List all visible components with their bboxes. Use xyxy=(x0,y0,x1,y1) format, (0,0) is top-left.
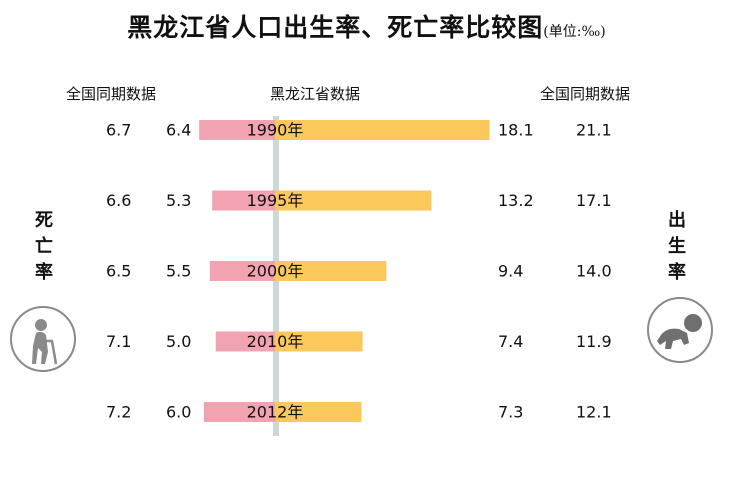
chart-unit: (单位:‰) xyxy=(543,24,606,40)
province-birth-value: 9.4 xyxy=(498,262,523,281)
national-death-header: 全国同期数据 xyxy=(66,85,157,103)
birth-rate-bar xyxy=(275,190,432,211)
province-death-value: 5.3 xyxy=(166,191,191,210)
year-label: 2012年 xyxy=(247,403,304,422)
national-birth-value: 17.1 xyxy=(576,191,612,210)
birth-rate-bar xyxy=(275,402,362,422)
birth-rate-label: 出生率 xyxy=(668,210,686,283)
year-label: 1990年 xyxy=(247,121,304,140)
national-death-value: 6.6 xyxy=(106,191,131,210)
chart-title: 黑龙江省人口出生率、死亡率比较图(单位:‰) xyxy=(0,8,733,44)
chart-title-text: 黑龙江省人口出生率、死亡率比较图 xyxy=(127,13,544,42)
national-birth-header: 全国同期数据 xyxy=(540,85,631,103)
national-birth-value: 14.0 xyxy=(576,262,612,281)
province-birth-value: 13.2 xyxy=(498,191,534,210)
province-death-value: 5.5 xyxy=(166,262,191,281)
death-rate-bar xyxy=(203,402,275,422)
province-birth-value: 18.1 xyxy=(498,121,534,140)
death-rate-bar xyxy=(209,261,275,281)
year-label: 2000年 xyxy=(247,262,304,281)
province-death-value: 6.4 xyxy=(166,121,191,140)
elderly-person-icon xyxy=(10,306,76,372)
national-death-value: 6.5 xyxy=(106,262,131,281)
birth-rate-bar xyxy=(275,331,363,352)
national-birth-value: 21.1 xyxy=(576,121,612,140)
province-death-value: 6.0 xyxy=(166,403,191,422)
year-label: 1995年 xyxy=(247,191,304,210)
death-rate-bar xyxy=(215,331,275,352)
crawling-baby-icon xyxy=(647,297,713,363)
province-birth-value: 7.3 xyxy=(498,403,523,422)
death-rate-label: 死亡率 xyxy=(35,210,53,283)
year-label: 2010年 xyxy=(247,332,304,351)
national-death-value: 6.7 xyxy=(106,121,131,140)
national-birth-value: 11.9 xyxy=(576,332,612,351)
national-death-value: 7.1 xyxy=(106,332,131,351)
death-rate-bar xyxy=(212,190,275,211)
death-rate-bar xyxy=(199,120,275,140)
national-death-value: 7.2 xyxy=(106,403,131,422)
national-birth-value: 12.1 xyxy=(576,403,612,422)
province-death-value: 5.0 xyxy=(166,332,191,351)
province-birth-value: 7.4 xyxy=(498,332,523,351)
birth-rate-bar xyxy=(275,120,490,140)
birth-rate-bar xyxy=(275,261,387,281)
province-header: 黑龙江省数据 xyxy=(270,85,361,103)
